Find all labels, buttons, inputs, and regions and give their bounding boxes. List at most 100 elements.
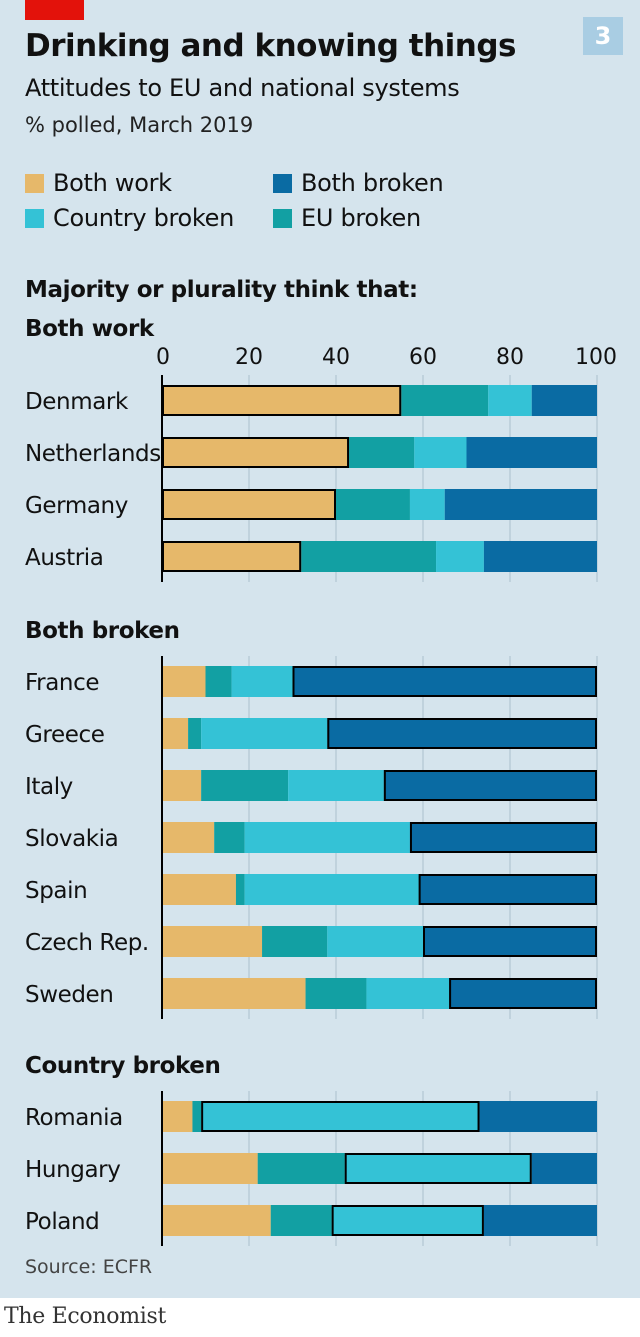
- bar-sweden-country-broken: [366, 978, 450, 1009]
- bar-greece-country-broken: [201, 718, 328, 749]
- legend-item-eu-broken: EU broken: [273, 204, 421, 232]
- row-label-sweden: Sweden: [25, 982, 114, 1008]
- legend-label-both-work: Both work: [53, 169, 172, 197]
- highlight-outline-italy: [383, 770, 597, 801]
- bar-hungary-eu-broken: [257, 1153, 345, 1184]
- bar-greece-both-work: [162, 718, 189, 749]
- bar-italy-country-broken: [288, 770, 384, 801]
- x-tick-label-0: 0: [156, 345, 170, 370]
- legend-swatch-eu-broken: [273, 208, 292, 228]
- row-label-france: France: [25, 670, 99, 696]
- row-label-italy: Italy: [25, 774, 73, 800]
- group-title-both-broken: Both broken: [25, 618, 180, 644]
- bar-sweden-eu-broken: [305, 978, 367, 1009]
- bar-italy-both-broken: [383, 770, 597, 801]
- chart-card: 3 Drinking and knowing things Attitudes …: [0, 0, 640, 1298]
- group-title-country-broken: Country broken: [25, 1053, 220, 1079]
- x-tick-label-60: 60: [409, 345, 437, 370]
- bar-germany-both-work: [162, 489, 336, 520]
- row-label-greece: Greece: [25, 722, 104, 748]
- row-label-czech-rep: Czech Rep.: [25, 930, 149, 956]
- legend-swatch-both-broken: [273, 173, 292, 193]
- bar-austria-both-broken: [483, 541, 597, 572]
- chart-number-badge: 3: [583, 17, 623, 55]
- chart-subtitle: Attitudes to EU and national systems: [25, 74, 460, 102]
- bar-italy-eu-broken: [201, 770, 289, 801]
- row-label-netherlands: Netherlands: [25, 441, 161, 467]
- bar-romania-both-work: [162, 1101, 193, 1132]
- bar-denmark-eu-broken: [401, 385, 489, 416]
- bar-denmark-country-broken: [488, 385, 532, 416]
- bar-greece-eu-broken: [188, 718, 202, 749]
- highlight-outline-romania: [201, 1101, 480, 1132]
- stacked-bar-chart: Majority or plurality think that: 0 20 40 60…: [25, 277, 617, 1246]
- bar-germany-eu-broken: [336, 489, 410, 520]
- highlight-outline-slovakia: [409, 822, 598, 853]
- row-label-romania: Romania: [25, 1105, 123, 1131]
- legend-label-eu-broken: EU broken: [301, 204, 421, 232]
- highlight-outline-sweden: [449, 978, 597, 1009]
- bar-poland-both-work: [162, 1205, 271, 1236]
- bar-denmark-both-work: [162, 385, 402, 416]
- bar-hungary-both-broken: [531, 1153, 597, 1184]
- bar-germany-country-broken: [409, 489, 445, 520]
- highlight-outline-greece: [327, 718, 597, 749]
- row-label-poland: Poland: [25, 1209, 99, 1235]
- bar-germany-both-broken: [444, 489, 597, 520]
- bar-slovakia-both-work: [162, 822, 215, 853]
- group-title-both-work: Both work: [25, 316, 155, 342]
- bar-france-eu-broken: [205, 666, 232, 697]
- x-tick-label-20: 20: [235, 345, 263, 370]
- bar-sweden-both-broken: [449, 978, 597, 1009]
- highlight-outline-france: [292, 666, 597, 697]
- bar-spain-country-broken: [244, 874, 419, 905]
- bar-czech-rep-eu-broken: [262, 926, 328, 957]
- row-label-denmark: Denmark: [25, 389, 129, 415]
- bar-spain-both-broken: [418, 874, 597, 905]
- bar-poland-country-broken: [331, 1205, 484, 1236]
- bar-austria-eu-broken: [301, 541, 437, 572]
- red-tag: [25, 0, 84, 20]
- bar-hungary-both-work: [162, 1153, 258, 1184]
- legend-swatch-country-broken: [25, 208, 44, 228]
- bar-hungary-country-broken: [344, 1153, 532, 1184]
- bar-slovakia-country-broken: [244, 822, 410, 853]
- bar-romania-eu-broken: [192, 1101, 202, 1132]
- row-label-austria: Austria: [25, 545, 103, 571]
- bar-slovakia-eu-broken: [214, 822, 245, 853]
- bar-romania-both-broken: [479, 1101, 597, 1132]
- bar-romania-country-broken: [201, 1101, 480, 1132]
- bar-czech-rep-both-work: [162, 926, 263, 957]
- bar-spain-eu-broken: [235, 874, 245, 905]
- economist-logo: The Economist: [4, 1304, 167, 1329]
- bar-slovakia-both-broken: [409, 822, 597, 853]
- bar-netherlands-country-broken: [414, 437, 467, 468]
- bar-austria-both-work: [162, 541, 302, 572]
- bar-sweden-both-work: [162, 978, 306, 1009]
- highlight-outline-czech-rep: [423, 926, 597, 957]
- x-tick-label-100: 100: [575, 345, 617, 370]
- bar-netherlands-both-broken: [466, 437, 597, 468]
- bar-netherlands-both-work: [162, 437, 350, 468]
- source-note: Source: ECFR: [25, 1256, 153, 1278]
- bar-greece-both-broken: [327, 718, 597, 749]
- chart-note: % polled, March 2019: [25, 113, 254, 137]
- bar-czech-rep-country-broken: [327, 926, 423, 957]
- bar-france-both-broken: [292, 666, 597, 697]
- legend-label-country-broken: Country broken: [53, 204, 235, 232]
- bar-spain-both-work: [162, 874, 236, 905]
- legend-item-both-work: Both work: [25, 169, 172, 197]
- bar-netherlands-eu-broken: [349, 437, 415, 468]
- x-tick-label-80: 80: [496, 345, 524, 370]
- highlight-outline-poland: [331, 1205, 484, 1236]
- highlight-outline-spain: [418, 874, 597, 905]
- legend-label-both-broken: Both broken: [301, 169, 444, 197]
- row-label-spain: Spain: [25, 878, 87, 904]
- bar-czech-rep-both-broken: [423, 926, 597, 957]
- legend-item-both-broken: Both broken: [273, 169, 444, 197]
- bar-italy-both-work: [162, 770, 202, 801]
- bar-poland-both-broken: [483, 1205, 597, 1236]
- section-heading: Majority or plurality think that:: [25, 277, 418, 303]
- highlight-outline-hungary: [344, 1153, 532, 1184]
- row-label-slovakia: Slovakia: [25, 826, 118, 852]
